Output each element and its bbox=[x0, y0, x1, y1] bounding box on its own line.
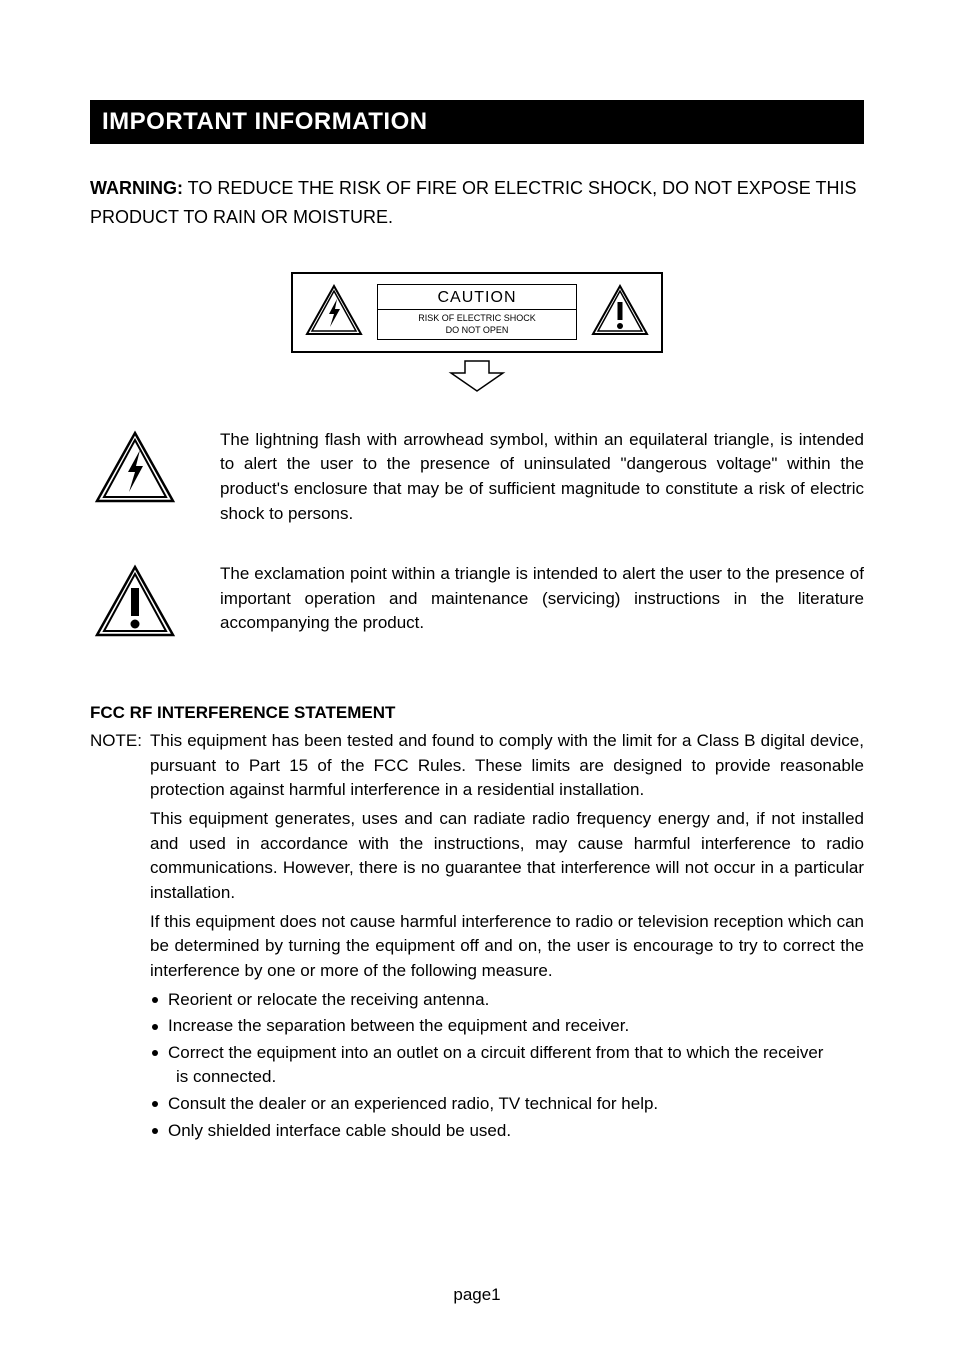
bullet-text: Correct the equipment into an outlet on … bbox=[168, 1043, 823, 1062]
exclamation-explanation-text: The exclamation point within a triangle … bbox=[220, 562, 864, 636]
list-item: Reorient or relocate the receiving anten… bbox=[150, 988, 864, 1013]
lightning-icon-cell bbox=[90, 428, 180, 509]
lightning-explanation-text: The lightning flash with arrowhead symbo… bbox=[220, 428, 864, 527]
lightning-triangle-icon bbox=[305, 284, 363, 341]
down-arrow-icon bbox=[447, 359, 507, 398]
warning-label: WARNING: bbox=[90, 178, 183, 198]
lightning-triangle-icon bbox=[94, 430, 176, 509]
caution-text-block: CAUTION RISK OF ELECTRIC SHOCK DO NOT OP… bbox=[377, 284, 577, 340]
bullet-text: Consult the dealer or an experienced rad… bbox=[168, 1094, 658, 1113]
note-label: NOTE: bbox=[90, 729, 150, 754]
exclamation-triangle-icon bbox=[94, 564, 176, 643]
list-item: Only shielded interface cable should be … bbox=[150, 1119, 864, 1144]
warning-text: WARNING: TO REDUCE THE RISK OF FIRE OR E… bbox=[90, 174, 864, 232]
caution-line2: DO NOT OPEN bbox=[446, 325, 509, 335]
exclamation-triangle-icon bbox=[591, 284, 649, 341]
list-item: Correct the equipment into an outlet on … bbox=[150, 1041, 864, 1090]
exclamation-icon-cell bbox=[90, 562, 180, 643]
caution-box: CAUTION RISK OF ELECTRIC SHOCK DO NOT OP… bbox=[291, 272, 663, 353]
bullet-text-cont: is connected. bbox=[168, 1065, 864, 1090]
fcc-p3: If this equipment does not cause harmful… bbox=[150, 910, 864, 984]
caution-box-container: CAUTION RISK OF ELECTRIC SHOCK DO NOT OP… bbox=[90, 272, 864, 353]
down-arrow-container bbox=[90, 359, 864, 398]
caution-line1: RISK OF ELECTRIC SHOCK bbox=[418, 313, 536, 323]
list-item: Increase the separation between the equi… bbox=[150, 1014, 864, 1039]
fcc-bullet-list: Reorient or relocate the receiving anten… bbox=[150, 988, 864, 1144]
warning-body: TO REDUCE THE RISK OF FIRE OR ELECTRIC S… bbox=[90, 178, 856, 227]
fcc-heading: FCC RF INTERFERENCE STATEMENT bbox=[90, 703, 864, 723]
fcc-note-block: NOTE: This equipment has been tested and… bbox=[90, 729, 864, 1145]
fcc-p1: This equipment has been tested and found… bbox=[150, 729, 864, 803]
list-item: Consult the dealer or an experienced rad… bbox=[150, 1092, 864, 1117]
caution-subtitle: RISK OF ELECTRIC SHOCK DO NOT OPEN bbox=[377, 309, 577, 340]
page-number: page1 bbox=[90, 1285, 864, 1305]
caution-title: CAUTION bbox=[377, 284, 577, 309]
bullet-text: Reorient or relocate the receiving anten… bbox=[168, 990, 489, 1009]
note-body: This equipment has been tested and found… bbox=[150, 729, 864, 1145]
bullet-text: Increase the separation between the equi… bbox=[168, 1016, 629, 1035]
fcc-p2: This equipment generates, uses and can r… bbox=[150, 807, 864, 906]
exclamation-explanation-row: The exclamation point within a triangle … bbox=[90, 562, 864, 643]
section-title: IMPORTANT INFORMATION bbox=[90, 100, 864, 144]
lightning-explanation-row: The lightning flash with arrowhead symbo… bbox=[90, 428, 864, 527]
bullet-text: Only shielded interface cable should be … bbox=[168, 1121, 511, 1140]
